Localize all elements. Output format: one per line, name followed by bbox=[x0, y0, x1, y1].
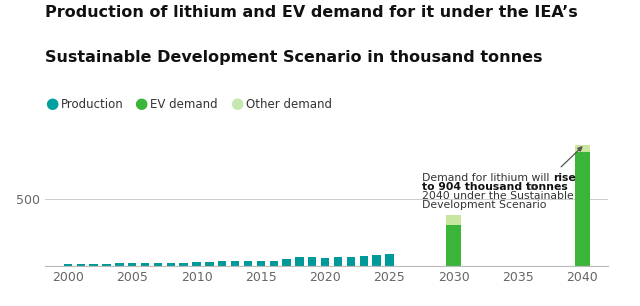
Bar bbox=[244, 261, 252, 266]
Text: Other demand: Other demand bbox=[246, 98, 332, 111]
Bar bbox=[575, 152, 590, 266]
Bar bbox=[360, 256, 368, 266]
Bar bbox=[347, 256, 355, 266]
Bar bbox=[321, 258, 330, 266]
Bar bbox=[295, 257, 303, 266]
Bar bbox=[575, 145, 590, 152]
Text: Production: Production bbox=[61, 98, 124, 111]
Bar bbox=[90, 264, 98, 266]
Bar bbox=[372, 255, 381, 266]
Text: ●: ● bbox=[230, 96, 244, 111]
Bar bbox=[269, 261, 278, 266]
Text: Production of lithium and EV demand for it under the IEA’s: Production of lithium and EV demand for … bbox=[45, 5, 577, 20]
Text: in: in bbox=[524, 181, 538, 192]
Text: Sustainable Development Scenario in thousand tonnes: Sustainable Development Scenario in thou… bbox=[45, 50, 542, 65]
Bar bbox=[231, 261, 239, 266]
Bar bbox=[446, 215, 461, 225]
Bar bbox=[179, 263, 188, 266]
Bar bbox=[218, 261, 227, 266]
Text: Development Scenario: Development Scenario bbox=[422, 200, 546, 210]
Bar bbox=[77, 264, 85, 266]
Text: ●: ● bbox=[45, 96, 58, 111]
Bar bbox=[64, 264, 72, 266]
Text: ●: ● bbox=[134, 96, 148, 111]
Bar bbox=[205, 262, 214, 266]
Bar bbox=[154, 263, 162, 266]
Bar bbox=[166, 263, 175, 266]
Bar bbox=[193, 263, 201, 266]
Bar bbox=[128, 263, 136, 266]
Bar bbox=[334, 257, 342, 266]
Text: to 904 thousand tonnes: to 904 thousand tonnes bbox=[422, 181, 567, 192]
Bar bbox=[446, 225, 461, 266]
Bar bbox=[257, 261, 265, 266]
Bar bbox=[308, 257, 316, 266]
Text: rise: rise bbox=[553, 173, 575, 182]
Text: Demand for lithium will: Demand for lithium will bbox=[422, 173, 552, 182]
Bar bbox=[115, 263, 124, 266]
Bar bbox=[102, 263, 111, 266]
Text: 2040 under the Sustainable: 2040 under the Sustainable bbox=[422, 191, 573, 201]
Bar bbox=[282, 259, 291, 266]
Text: EV demand: EV demand bbox=[150, 98, 218, 111]
Bar bbox=[141, 263, 149, 266]
Bar bbox=[385, 253, 394, 266]
